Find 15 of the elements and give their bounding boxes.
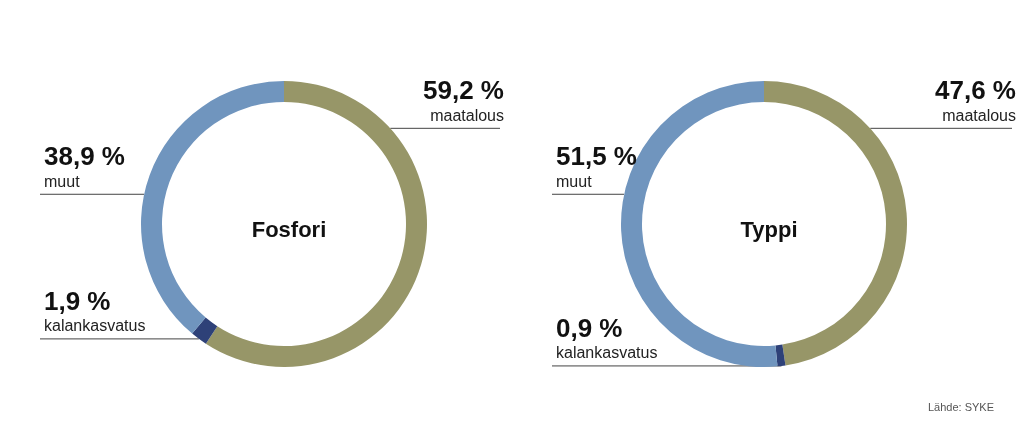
text: Typpi: [740, 216, 798, 242]
data-label: 38,9 %: [44, 141, 125, 172]
slice-label: muut: [556, 172, 593, 190]
slice-label: kalankasvatus: [44, 317, 146, 335]
text: Lähde: SYKE: [927, 400, 995, 413]
slice-label: maatalous: [942, 106, 1016, 124]
slice-label: kalankasvatus: [556, 344, 658, 362]
slice-label: muut: [44, 172, 81, 190]
slice-label: maatalous: [430, 106, 504, 124]
data-label: 59,2 %: [423, 75, 504, 106]
data-label: 51,5 %: [556, 141, 637, 172]
data-label: 0,9 %: [556, 312, 623, 343]
data-label: 47,6 %: [935, 75, 1016, 106]
text: Fosfori: [251, 216, 327, 242]
data-label: 1,9 %: [44, 285, 111, 316]
